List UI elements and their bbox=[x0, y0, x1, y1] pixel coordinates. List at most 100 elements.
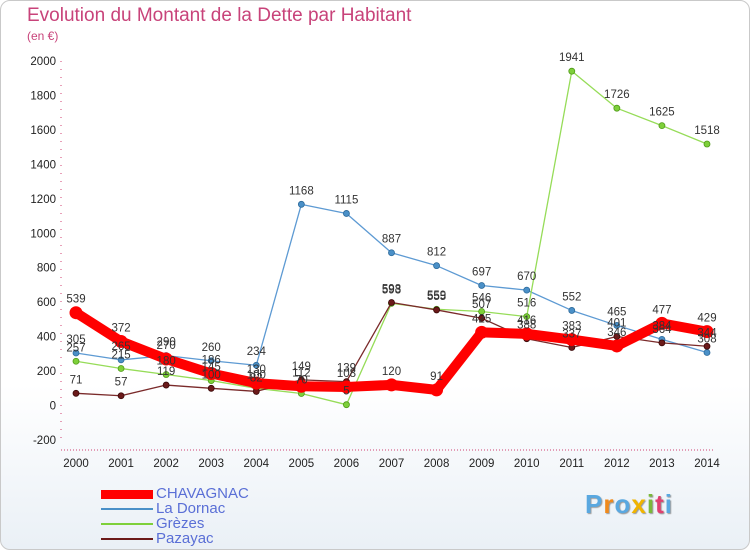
data-label: 112 bbox=[292, 367, 310, 379]
data-point bbox=[252, 361, 260, 369]
data-point bbox=[520, 327, 534, 341]
legend-swatch-pazayac bbox=[101, 538, 153, 540]
data-label: 5 bbox=[343, 386, 349, 398]
data-point bbox=[204, 367, 218, 381]
data-label: 149 bbox=[292, 361, 311, 373]
data-point bbox=[610, 339, 624, 353]
data-label: 119 bbox=[157, 366, 175, 378]
x-tick-label: 2013 bbox=[649, 458, 675, 470]
data-point bbox=[207, 384, 215, 392]
data-label: 516 bbox=[517, 298, 536, 310]
data-point bbox=[433, 262, 440, 270]
x-tick-label: 2008 bbox=[424, 458, 450, 470]
brand-letter: r bbox=[603, 489, 615, 519]
data-label: 697 bbox=[472, 266, 491, 278]
legend-swatch-chavagnac bbox=[101, 490, 153, 499]
data-label: 139 bbox=[337, 363, 356, 375]
data-point bbox=[475, 325, 489, 339]
data-label: 71 bbox=[70, 374, 83, 386]
data-point bbox=[430, 383, 444, 397]
data-label: 344 bbox=[697, 327, 717, 339]
data-label: 598 bbox=[382, 284, 401, 296]
data-label: 425 bbox=[472, 313, 491, 325]
data-point bbox=[117, 356, 125, 364]
y-tick-label: 800 bbox=[37, 263, 56, 275]
data-point bbox=[207, 357, 215, 365]
data-point bbox=[658, 122, 666, 130]
y-tick-label: 200 bbox=[37, 366, 56, 378]
brand-letter: o bbox=[614, 489, 632, 519]
brand-letter: x bbox=[631, 489, 647, 519]
data-label: 260 bbox=[202, 342, 221, 354]
data-point bbox=[613, 322, 621, 329]
data-point bbox=[159, 352, 173, 366]
data-label: 108 bbox=[337, 368, 356, 380]
data-label: 257 bbox=[66, 342, 85, 354]
data-label: 346 bbox=[607, 327, 626, 339]
data-label: 100 bbox=[202, 369, 221, 381]
data-label: 384 bbox=[652, 320, 672, 332]
data-label: 270 bbox=[157, 340, 176, 352]
data-label: 1625 bbox=[649, 107, 675, 119]
data-label: 1726 bbox=[604, 89, 630, 101]
data-label: 57 bbox=[115, 377, 128, 389]
data-point bbox=[433, 306, 440, 314]
x-tick-label: 2009 bbox=[469, 458, 495, 470]
data-label: 416 bbox=[517, 315, 536, 327]
data-point bbox=[249, 376, 263, 390]
y-tick-label: -200 bbox=[33, 435, 56, 447]
data-label: 1168 bbox=[289, 185, 314, 197]
data-point bbox=[294, 379, 308, 393]
data-point bbox=[478, 282, 486, 289]
data-point bbox=[72, 349, 80, 357]
data-point bbox=[162, 371, 170, 378]
y-tick-label: 0 bbox=[50, 401, 56, 413]
brand-logo: Proxiti bbox=[585, 489, 673, 520]
data-point bbox=[162, 381, 170, 389]
x-tick-label: 2004 bbox=[243, 458, 269, 470]
data-label: 383 bbox=[562, 321, 581, 333]
x-tick-label: 2005 bbox=[289, 458, 315, 470]
data-point bbox=[703, 342, 711, 350]
data-label: 401 bbox=[607, 317, 626, 329]
data-label: 180 bbox=[157, 356, 176, 368]
x-tick-label: 2001 bbox=[108, 458, 134, 470]
data-point bbox=[388, 249, 395, 257]
y-tick-label: 1000 bbox=[30, 228, 56, 240]
data-point bbox=[568, 307, 576, 314]
data-point bbox=[117, 392, 125, 400]
brand-letter: i bbox=[664, 489, 673, 519]
legend-label: CHAVAGNAC bbox=[156, 485, 249, 502]
y-tick-label: 1800 bbox=[30, 90, 56, 102]
brand-letter: t bbox=[655, 489, 665, 519]
data-point bbox=[613, 104, 621, 112]
legend-swatch-grezes bbox=[101, 523, 153, 525]
data-point bbox=[658, 339, 666, 347]
data-label: 552 bbox=[562, 291, 581, 303]
data-label: 1115 bbox=[334, 194, 358, 206]
x-tick-label: 2006 bbox=[334, 458, 360, 470]
data-label: 1518 bbox=[694, 125, 720, 137]
series-chavagnac bbox=[69, 306, 714, 397]
data-label: 234 bbox=[247, 346, 267, 358]
data-point bbox=[114, 334, 128, 348]
brand-letter: i bbox=[646, 489, 656, 519]
x-tick-label: 2014 bbox=[694, 458, 720, 470]
data-point bbox=[297, 200, 305, 208]
data-point bbox=[703, 140, 711, 148]
data-label: 546 bbox=[472, 292, 491, 304]
data-label: 388 bbox=[517, 320, 536, 332]
x-tick-label: 2007 bbox=[379, 458, 405, 470]
axes: -200 0 200 400 600 800 1000 1200 1400 1600 1800 200… bbox=[30, 56, 720, 470]
legend-label: Grèzes bbox=[156, 515, 205, 532]
data-label: 372 bbox=[111, 322, 130, 334]
data-label: 308 bbox=[697, 333, 716, 345]
y-tick-label: 400 bbox=[37, 332, 56, 344]
data-label: 100 bbox=[247, 369, 266, 381]
data-label: 477 bbox=[652, 304, 671, 316]
data-label: 539 bbox=[66, 294, 85, 306]
data-label: 337 bbox=[562, 328, 581, 340]
data-label: 1941 bbox=[559, 52, 585, 64]
